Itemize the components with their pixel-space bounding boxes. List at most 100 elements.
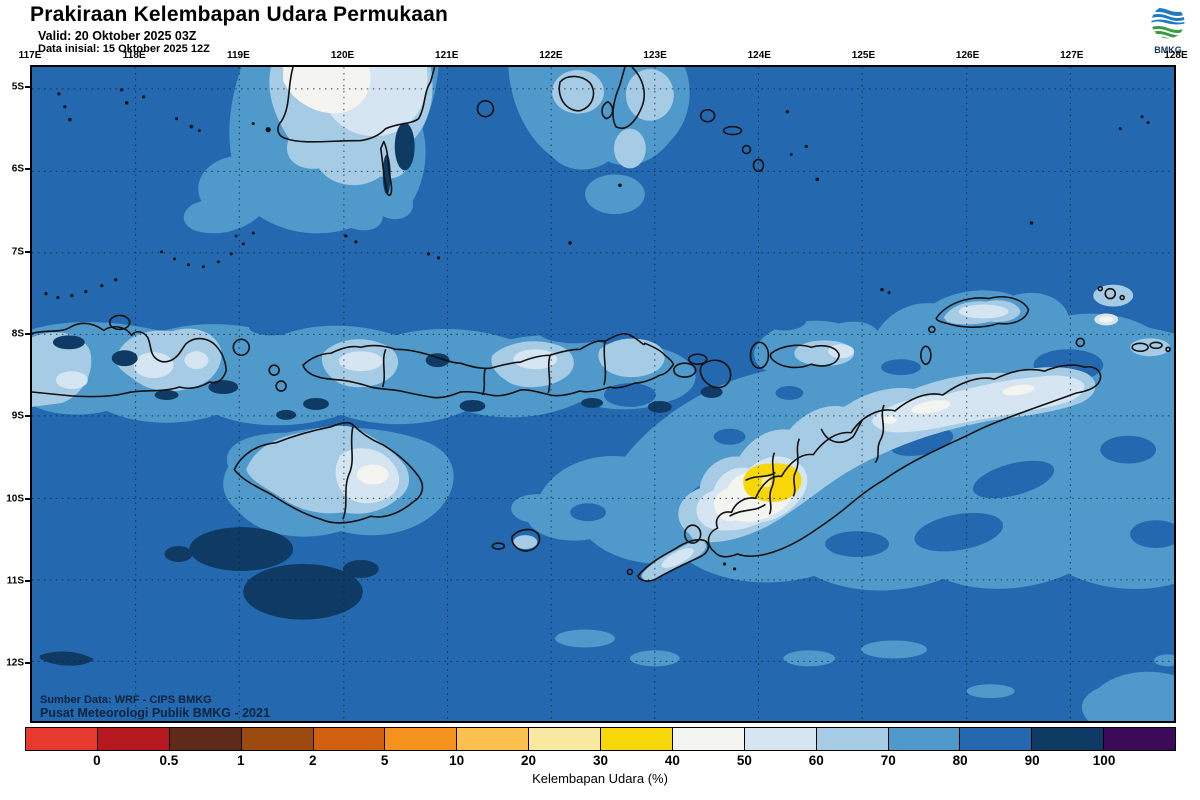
colorbar-caption: Kelembapan Udara (%) [532,771,668,786]
colorbar-tick-100: 100 [1092,753,1116,768]
coast-kisar [1075,337,1086,348]
lon-label-123E: 123E [643,50,667,61]
humidity-90-100-layer [39,122,723,666]
colorbar-segment-12 [888,728,961,750]
colorbar-tick-10: 10 [449,753,465,768]
lat-label-9S: 9S [11,410,24,422]
colorbar-tick-90: 90 [1024,753,1040,768]
lon-label-128E: 128E [1164,50,1188,61]
colorbar-tick-0.5: 0.5 [159,753,179,768]
humidity-colorbar [25,727,1176,751]
colorbar-segment-3 [241,728,314,750]
colorbar-segment-6 [457,728,530,750]
colorbar-segment-11 [816,728,889,750]
coast-sangeang [232,338,251,357]
colorbar-segment-13 [960,728,1033,750]
valid-time-label: Valid: 20 Oktober 2025 03Z [38,29,197,43]
coast-sulawesi [277,66,436,143]
coastlines [31,66,1171,582]
coast-leti [1131,342,1149,353]
humidity-map: Sumber Data: WRF - CIPS BMKG Pusat Meteo… [30,65,1182,723]
lat-tick [25,415,31,418]
lat-label-7S: 7S [11,246,24,258]
coast-komodo [268,364,280,376]
lat-tick [25,579,31,582]
coast-alor [769,344,840,369]
lon-label-122E: 122E [539,50,563,61]
colorbar-segment-1 [97,728,170,750]
colorbar-segment-10 [744,728,817,750]
graticule [32,67,1174,721]
lon-label-120E: 120E [330,50,355,61]
colorbar-segment-5 [385,728,458,750]
coast-kabaena [476,99,495,118]
coast-selayar [379,140,393,197]
colorbar-segment-4 [313,728,386,750]
lon-label-117E: 117E [18,50,42,61]
coast-rote [637,538,710,582]
lon-label-121E: 121E [435,50,459,61]
lon-label-118E: 118E [122,50,146,61]
bmkg-logo-text: BMKG [1154,45,1182,55]
coast-lembata [699,359,732,389]
colorbar-tick-70: 70 [880,753,896,768]
coast-wetar [935,296,1030,328]
colorbar-tick-40: 40 [664,753,680,768]
initial-data-label: Data inisial: 15 Oktober 2025 12Z [38,43,210,55]
coast-pantar [749,341,770,369]
colorbar-segment-15 [1104,728,1175,750]
coast-muna [558,75,595,112]
lon-label-127E: 127E [1060,50,1084,61]
lat-tick [25,332,31,335]
lon-label-125E: 125E [851,50,876,61]
lat-label-8S: 8S [11,328,24,340]
data-source-line: Sumber Data: WRF - CIPS BMKG [40,694,212,706]
coast-romang [1104,287,1117,300]
colorbar-tick-2: 2 [308,753,317,768]
coast-atauro [920,345,932,365]
island-specks [44,88,1150,571]
lon-label-126E: 126E [955,50,980,61]
lat-tick [25,86,31,88]
lat-label-6S: 6S [11,163,24,175]
colorbar-tick-0: 0 [93,753,101,768]
lat-tick [25,250,31,253]
lat-label-5S: 5S [11,81,24,93]
lat-label-10S: 10S [6,493,24,504]
lon-label-124E: 124E [747,50,771,61]
colorbar-tick-60: 60 [808,753,824,768]
coast-raijua [491,542,506,550]
coast-buton [612,66,646,129]
lon-label-119E: 119E [226,50,250,61]
colorbar-segment-7 [529,728,601,750]
colorbar-segment-14 [1032,728,1105,750]
coast-sumba [233,421,424,524]
colorbar-tick-5: 5 [380,753,389,768]
colorbar-segment-9 [672,728,745,750]
colorbar-tick-1: 1 [237,753,245,768]
map-canvas [31,66,1182,721]
lat-tick [25,497,31,500]
bmkg-logo-icon [1150,4,1186,40]
colorbar-tick-30: 30 [592,753,609,768]
coast-sumbawa [31,322,228,398]
lat-tick [25,662,31,665]
colorbar-segment-0 [26,728,98,750]
bmkg-logo: BMKG [1146,2,1190,58]
coast-adonara [672,362,697,378]
colorbar-tick-20: 20 [521,753,537,768]
coast-flores [302,332,675,399]
colorbar-segment-8 [601,728,673,750]
lat-label-12S: 12S [6,657,24,669]
colorbar-tick-80: 80 [952,753,968,768]
coast-liran [928,325,936,334]
page-title: Prakiraan Kelembapan Udara Permukaan [30,3,449,26]
coast-rinca [275,380,287,392]
coast-ndao [626,568,634,576]
coast-moyo [108,314,131,331]
colorbar-segment-2 [169,728,242,750]
colorbar-tick-50: 50 [736,753,752,768]
producer-line: Pusat Meteorologi Publik BMKG - 2021 [40,706,270,720]
coast-semau [683,524,702,544]
